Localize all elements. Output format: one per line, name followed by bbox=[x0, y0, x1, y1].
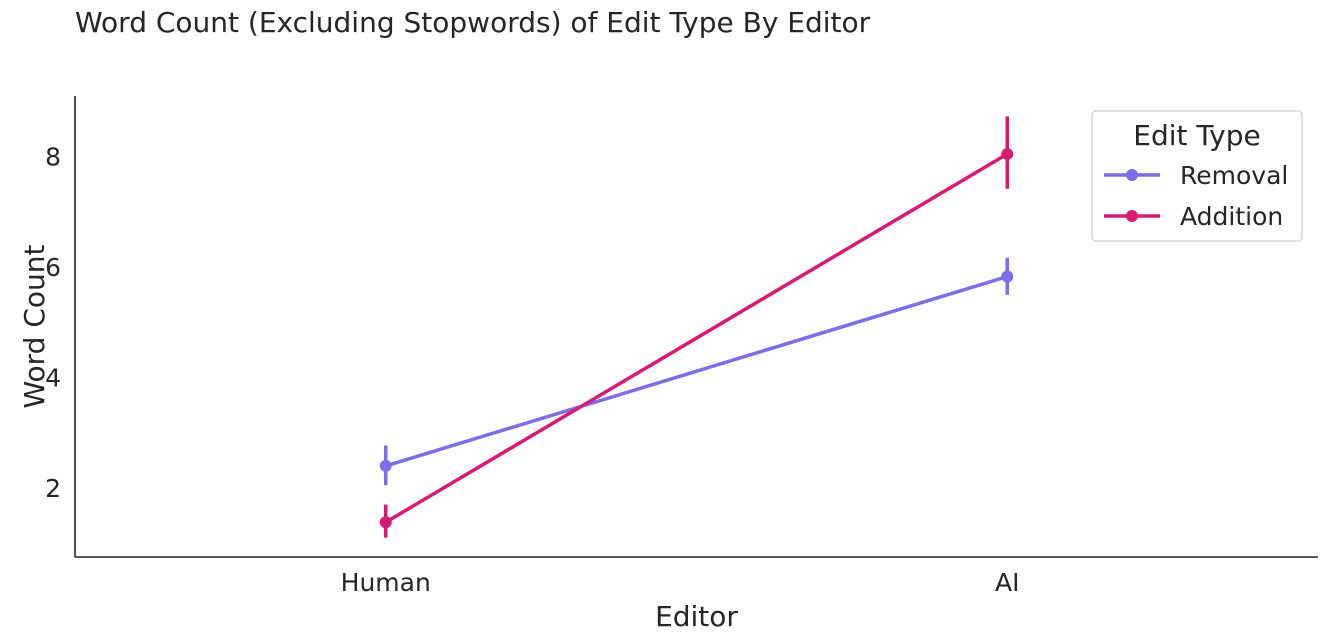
y-tick-label: 2 bbox=[45, 474, 61, 503]
x-axis-label: Editor bbox=[655, 600, 738, 633]
y-axis-label: Word Count bbox=[18, 244, 51, 408]
y-tick-label: 4 bbox=[45, 364, 61, 393]
legend-swatch-marker bbox=[1126, 169, 1138, 181]
series-line bbox=[385, 274, 1008, 468]
x-tick-labels: Human AI bbox=[341, 568, 1020, 597]
x-tick-label: AI bbox=[995, 568, 1019, 597]
legend: Edit Type Removal Addition bbox=[1091, 110, 1303, 242]
y-tick-label: 6 bbox=[45, 253, 61, 282]
legend-swatch-marker bbox=[1126, 210, 1138, 222]
legend-label: Addition bbox=[1180, 202, 1283, 231]
data-point bbox=[1001, 270, 1014, 283]
y-tick-labels: 2 4 6 8 bbox=[45, 143, 61, 503]
legend-box bbox=[1091, 110, 1303, 242]
y-tick-label: 8 bbox=[45, 143, 61, 172]
data-point bbox=[1001, 147, 1014, 160]
legend-title: Edit Type bbox=[1133, 119, 1260, 152]
data-point bbox=[379, 516, 392, 529]
data-point bbox=[379, 459, 392, 472]
legend-entry: Removal bbox=[1104, 161, 1288, 190]
series-line bbox=[384, 152, 1009, 524]
series-removal bbox=[379, 257, 1014, 486]
series-addition bbox=[379, 116, 1014, 538]
series-layer bbox=[379, 116, 1014, 538]
chart-title: Word Count (Excluding Stopwords) of Edit… bbox=[75, 6, 871, 39]
legend-label: Removal bbox=[1180, 161, 1288, 190]
legend-entry: Addition bbox=[1104, 202, 1283, 231]
axes bbox=[74, 96, 1318, 558]
x-tick-label: Human bbox=[341, 568, 431, 597]
legend-entries: Removal Addition bbox=[1104, 161, 1288, 231]
